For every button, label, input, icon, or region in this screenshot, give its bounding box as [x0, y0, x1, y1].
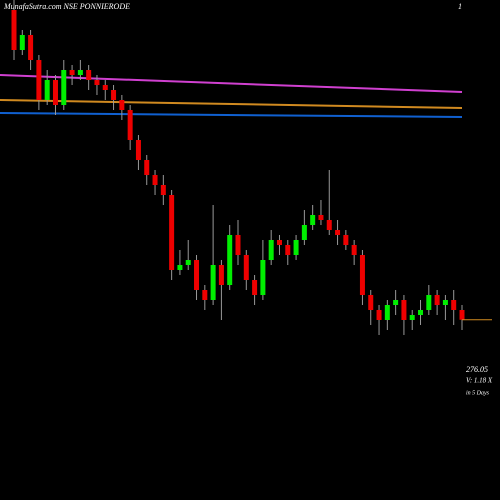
- candle-body: [160, 185, 166, 195]
- candle-body: [434, 295, 440, 305]
- candle-body: [359, 255, 365, 295]
- candle-body: [276, 240, 282, 245]
- candle-body: [401, 300, 407, 320]
- candle-body: [318, 215, 324, 220]
- moving-average: [0, 74, 463, 93]
- period-label: in 5 Days: [466, 390, 490, 396]
- candle-body: [169, 195, 175, 270]
- candle-body: [243, 255, 249, 280]
- candle-body: [451, 300, 457, 310]
- candle-body: [335, 230, 341, 235]
- chart-title: MunafaSutra.com NSE PONNIERODE: [3, 2, 130, 11]
- candle-body: [235, 235, 241, 255]
- candle-body: [268, 240, 274, 260]
- candle-body: [218, 265, 224, 285]
- candle-body: [418, 310, 424, 315]
- candle-body: [177, 265, 183, 270]
- candle-body: [343, 235, 349, 245]
- candle-body: [293, 240, 299, 255]
- volume-label: V: 1.18 X: [466, 377, 493, 385]
- moving-average: [0, 99, 463, 109]
- candle-body: [384, 305, 390, 320]
- candle-body: [44, 80, 50, 100]
- moving-average: [0, 112, 463, 118]
- candle-body: [194, 260, 200, 290]
- candle-body: [19, 35, 25, 50]
- candle-body: [11, 10, 17, 50]
- candle-body: [127, 110, 133, 140]
- candle-body: [69, 70, 75, 75]
- candle-body: [152, 175, 158, 185]
- candle-body: [52, 80, 58, 105]
- candle-body: [94, 80, 100, 85]
- candle-body: [351, 245, 357, 255]
- candle-body: [426, 295, 432, 310]
- candle-body: [28, 35, 34, 60]
- candle-body: [119, 100, 125, 110]
- candle-body: [260, 260, 266, 295]
- candle-body: [36, 60, 42, 100]
- candle-body: [202, 290, 208, 300]
- candle-body: [459, 310, 465, 320]
- candle-body: [185, 260, 191, 265]
- candle-body: [393, 300, 399, 305]
- candle-body: [77, 70, 83, 75]
- candle-body: [102, 85, 108, 90]
- candle-body: [326, 220, 332, 230]
- candle-body: [310, 215, 316, 225]
- price-label: 276.05: [466, 365, 488, 374]
- candle-body: [368, 295, 374, 310]
- candle-body: [409, 315, 415, 320]
- candle-body: [86, 70, 92, 80]
- candle-body: [442, 300, 448, 305]
- candle-body: [227, 235, 233, 285]
- candle-body: [376, 310, 382, 320]
- corner-label: 1: [458, 2, 462, 11]
- candle-body: [301, 225, 307, 240]
- candle-body: [252, 280, 258, 295]
- candle-body: [61, 70, 67, 105]
- candle-body: [210, 265, 216, 300]
- candle-body: [111, 90, 117, 100]
- candle-body: [144, 160, 150, 175]
- candle-body: [285, 245, 291, 255]
- candle-body: [135, 140, 141, 160]
